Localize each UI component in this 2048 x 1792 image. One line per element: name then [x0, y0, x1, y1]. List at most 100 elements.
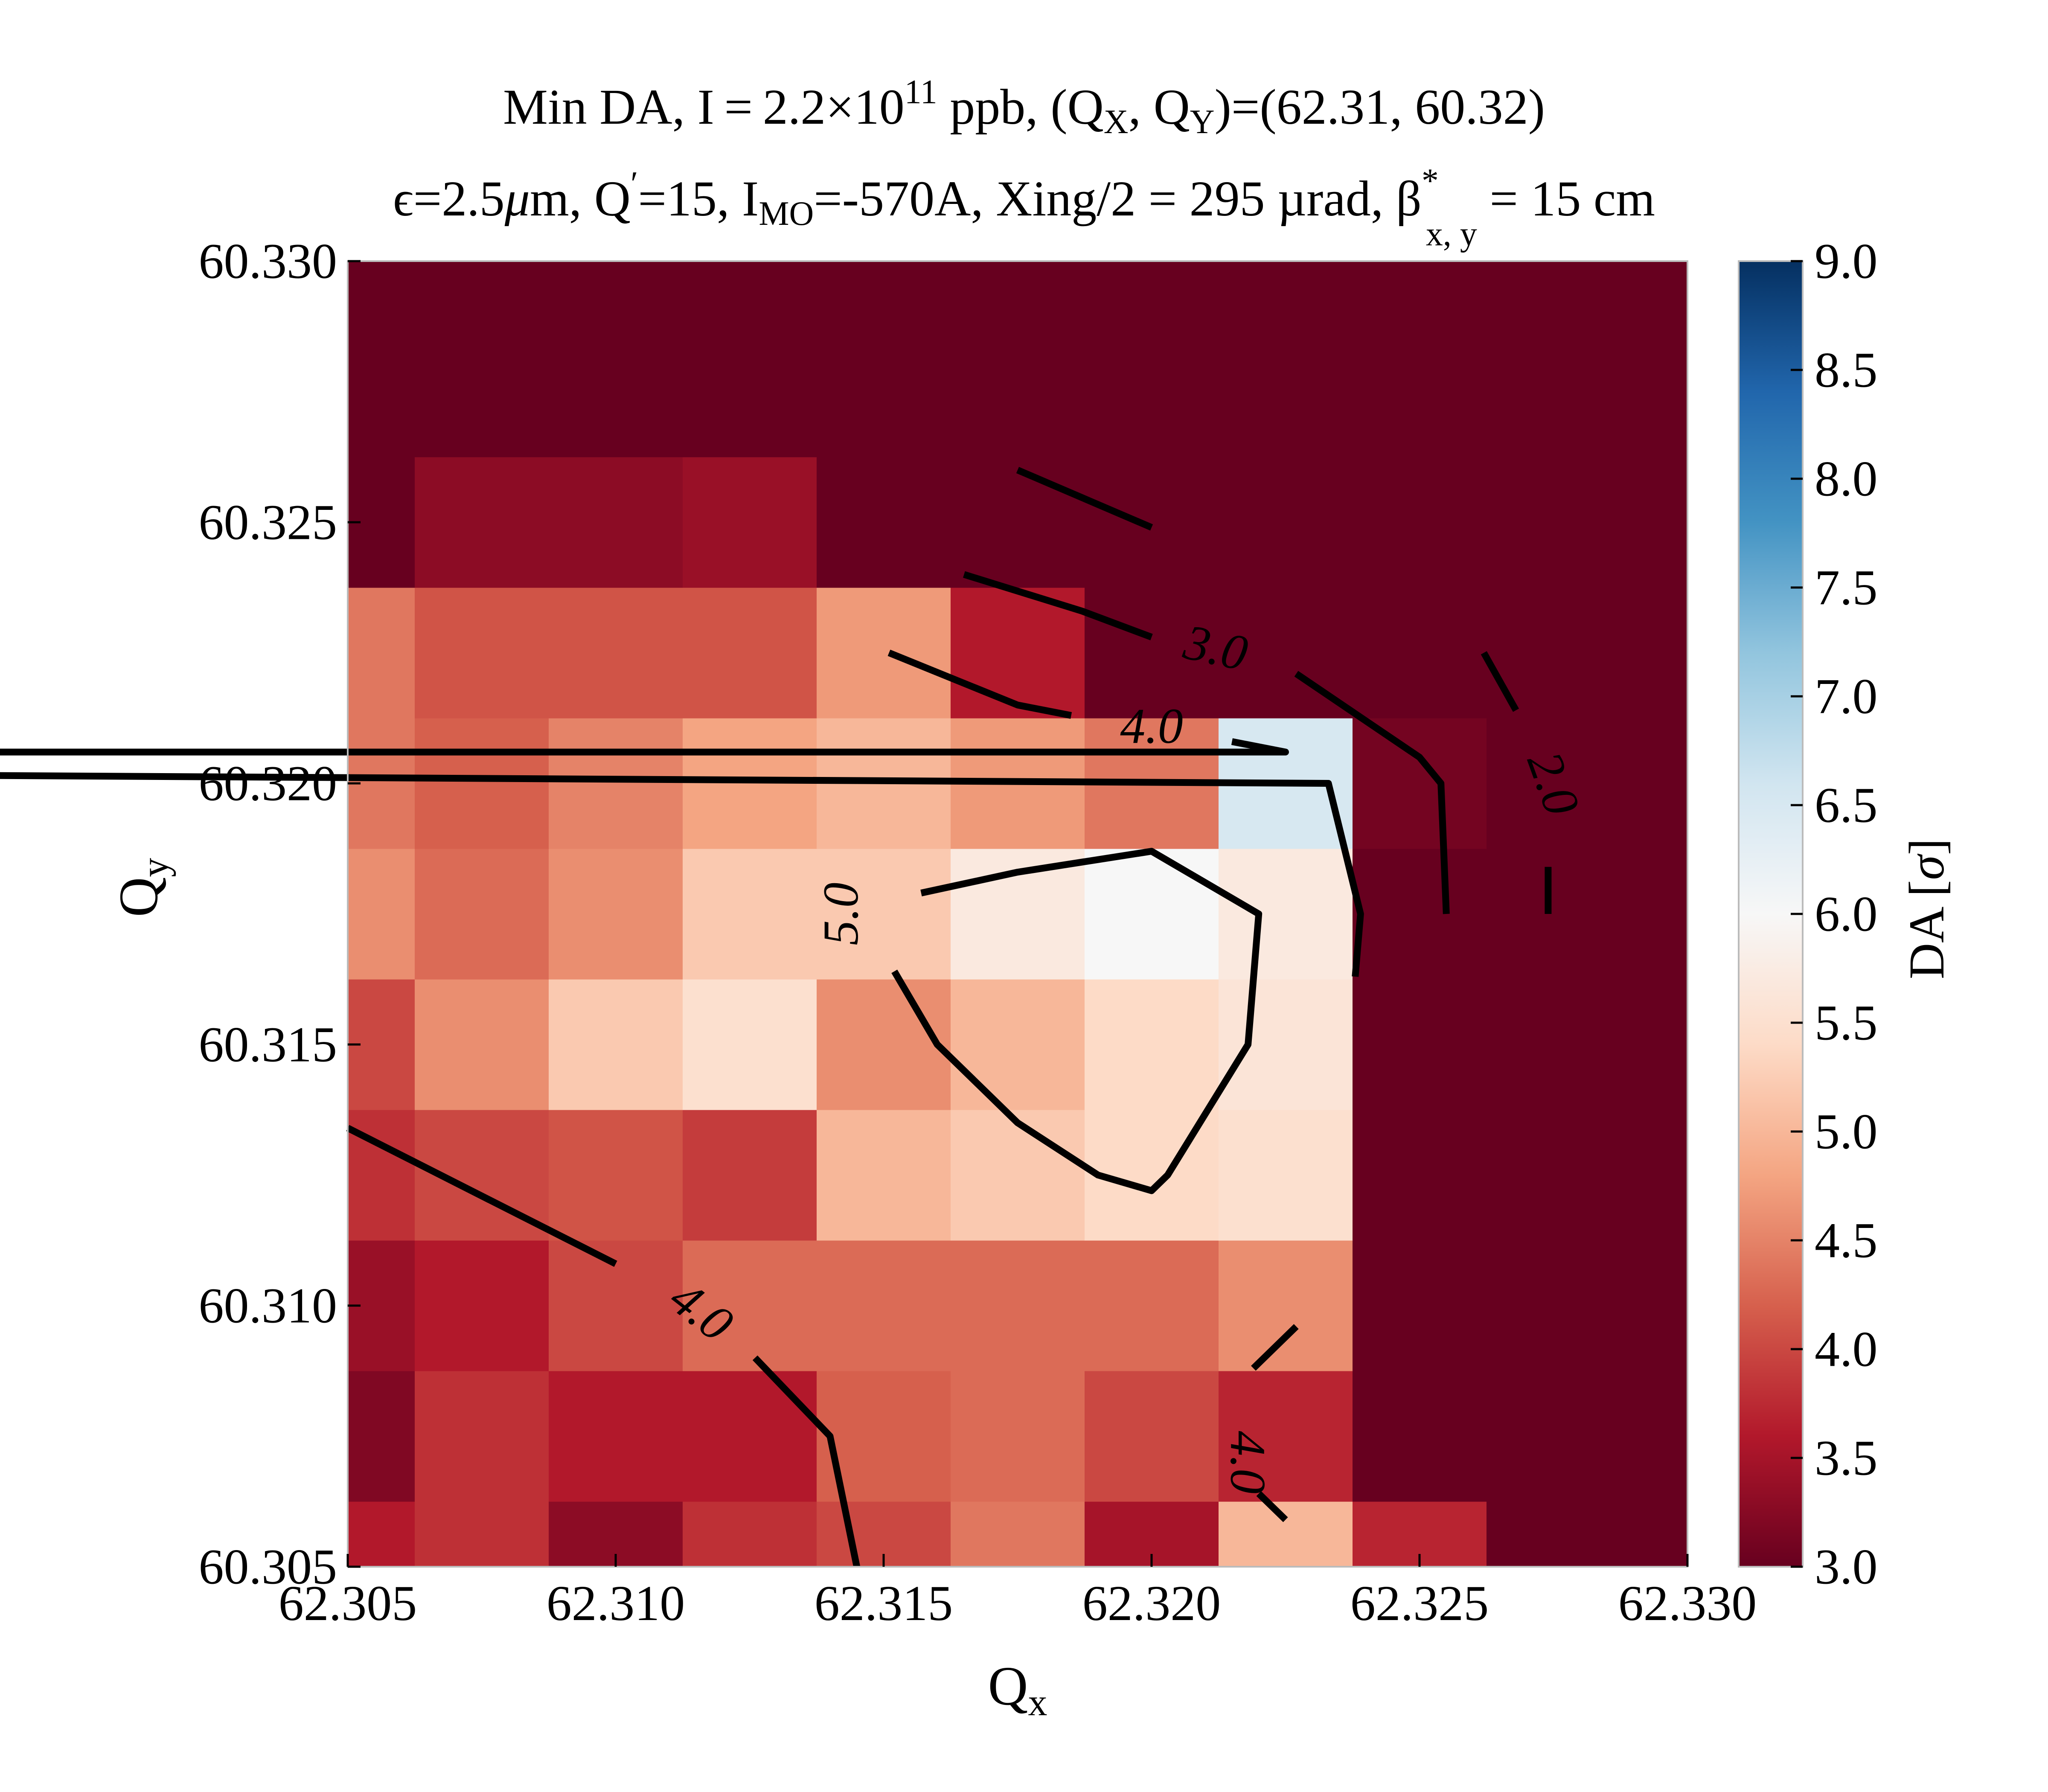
heatmap-cell	[683, 849, 817, 980]
contour-line	[1256, 1491, 1288, 1522]
title1-end: )=(62.31, 60.32)	[1215, 79, 1545, 135]
heatmap-cell	[951, 849, 1085, 980]
heatmap-cell	[951, 588, 1085, 719]
contour-line	[1251, 1324, 1299, 1371]
heatmap-cell	[1219, 1371, 1353, 1502]
title1-sub2: Y	[1190, 103, 1215, 141]
x-tick-label: 62.315	[815, 1575, 953, 1631]
colorbar-label-main: DA [	[1899, 880, 1955, 979]
heatmap-cell	[1620, 979, 1688, 1110]
title2-p2: =15, I	[638, 171, 759, 227]
colorbar-tick-label: 6.5	[1815, 777, 1878, 833]
heatmap-plot: 5.04.04.04.03.02.0 62.305 62.310 62.315 62.…	[0, 233, 1757, 1631]
colorbar-ticks: 3.0 3.5 4.0 4.5 5.0 5.5 6.0 6.5 7.0 7.5 8.0 8.5 9.0	[1791, 233, 1878, 1595]
y-tick-label: 60.310	[199, 1278, 337, 1334]
heatmap-cell	[1219, 457, 1353, 588]
x-tick-label: 62.310	[547, 1575, 685, 1631]
colorbar-tick-label: 8.0	[1815, 451, 1878, 507]
title2-sup1: ′	[631, 165, 638, 203]
colorbar-tick-label: 7.5	[1815, 560, 1878, 616]
heatmap-cell	[1219, 1110, 1353, 1241]
colorbar-tick-label: 3.5	[1815, 1430, 1878, 1486]
heatmap-cell	[415, 1501, 549, 1567]
heatmap-cell	[1353, 326, 1487, 457]
heatmap-cell	[1219, 326, 1353, 457]
heatmap-cell	[415, 588, 549, 719]
heatmap-cell	[1353, 261, 1487, 327]
chart-title-line2: ϵ=2.5μm, Q′=15, IMO=-570A, Xing/2 = 295 …	[393, 162, 1655, 253]
title1-suffix: ppb, (Q	[937, 79, 1104, 135]
y-axis-label: Qy	[108, 858, 176, 917]
heatmap-cell	[817, 849, 951, 980]
heatmap-cell	[348, 588, 415, 719]
colorbar-label-end: ]	[1899, 838, 1955, 855]
heatmap-cell	[951, 457, 1085, 588]
heatmap-cell	[683, 1240, 817, 1371]
heatmap-cell	[683, 1501, 817, 1567]
heatmap-cell	[1219, 261, 1353, 327]
x-tick-label: 62.320	[1082, 1575, 1221, 1631]
heatmap-cell	[1085, 588, 1219, 719]
contour-line	[0, 738, 1364, 977]
title2-p1: m, Q	[530, 171, 631, 227]
heatmap-cell	[951, 1371, 1085, 1502]
heatmap-cell	[817, 326, 951, 457]
heatmap-cell	[683, 588, 817, 719]
heatmap-cell	[1085, 457, 1219, 588]
contour-line	[891, 848, 1263, 1194]
heatmap-cell	[549, 1240, 683, 1371]
heatmap-cell	[1620, 588, 1688, 719]
heatmap-cell	[415, 457, 549, 588]
x-tick-label: 62.330	[1618, 1575, 1757, 1631]
heatmap-cell	[1487, 718, 1621, 849]
heatmap-cell	[1353, 1240, 1487, 1371]
heatmap-cell	[549, 718, 683, 849]
colorbar-label-sym: σ	[1899, 853, 1955, 880]
heatmap-cell	[348, 1501, 415, 1567]
contour-label: 5.0	[813, 882, 869, 945]
x-axis-label-sub: x	[1028, 1681, 1047, 1724]
heatmap-cell	[683, 1371, 817, 1502]
heatmap-cell	[549, 457, 683, 588]
heatmap-cell	[348, 849, 415, 980]
heatmap-cell	[549, 1110, 683, 1241]
title2-p4: = 15 cm	[1477, 171, 1655, 227]
heatmap-cell	[1085, 261, 1219, 327]
heatmap-cell	[1620, 261, 1688, 327]
heatmap-cell	[1487, 1371, 1621, 1502]
title2-mu: μ	[504, 171, 530, 227]
heatmap-cell	[1487, 1240, 1621, 1371]
heatmap-cell	[817, 1240, 951, 1371]
heatmap-cell	[415, 1371, 549, 1502]
heatmap-cell	[549, 979, 683, 1110]
title2-p3: =-570A, Xing/2 = 295 µrad, β	[814, 171, 1422, 227]
heatmap-cell	[683, 457, 817, 588]
colorbar-label: DA [σ]	[1899, 838, 1955, 979]
heatmap-cell	[1487, 849, 1621, 980]
heatmap-cell	[817, 261, 951, 327]
colorbar-tick-label: 5.5	[1815, 995, 1878, 1051]
contour-lines	[0, 467, 1552, 1568]
heatmap-cell	[1085, 1371, 1219, 1502]
x-tick-label: 62.305	[279, 1575, 417, 1631]
heatmap-cell	[683, 979, 817, 1110]
heatmap-cell	[817, 457, 951, 588]
contour-label: 3.0	[1179, 614, 1252, 681]
colorbar-tick-label: 7.0	[1815, 669, 1878, 724]
contour-line	[887, 649, 1072, 719]
heatmap-cell	[1085, 326, 1219, 457]
heatmap-cell	[549, 326, 683, 457]
heatmap-cell	[1085, 979, 1219, 1110]
contour-line	[963, 571, 1153, 640]
title1-sub1: X	[1104, 103, 1129, 141]
heatmap-cell	[348, 326, 415, 457]
heatmap-cell	[1620, 457, 1688, 588]
heatmap-cell	[1353, 1110, 1487, 1241]
heatmap-cell	[1085, 849, 1219, 980]
heatmap-cell	[951, 1240, 1085, 1371]
contour-line	[346, 1125, 617, 1267]
chart-title-line1: Min DA, I = 2.2×1011 ppb, (QX, QY)=(62.3…	[503, 73, 1545, 141]
heatmap-cell	[1085, 1240, 1219, 1371]
y-axis-label-sub: y	[134, 858, 176, 877]
